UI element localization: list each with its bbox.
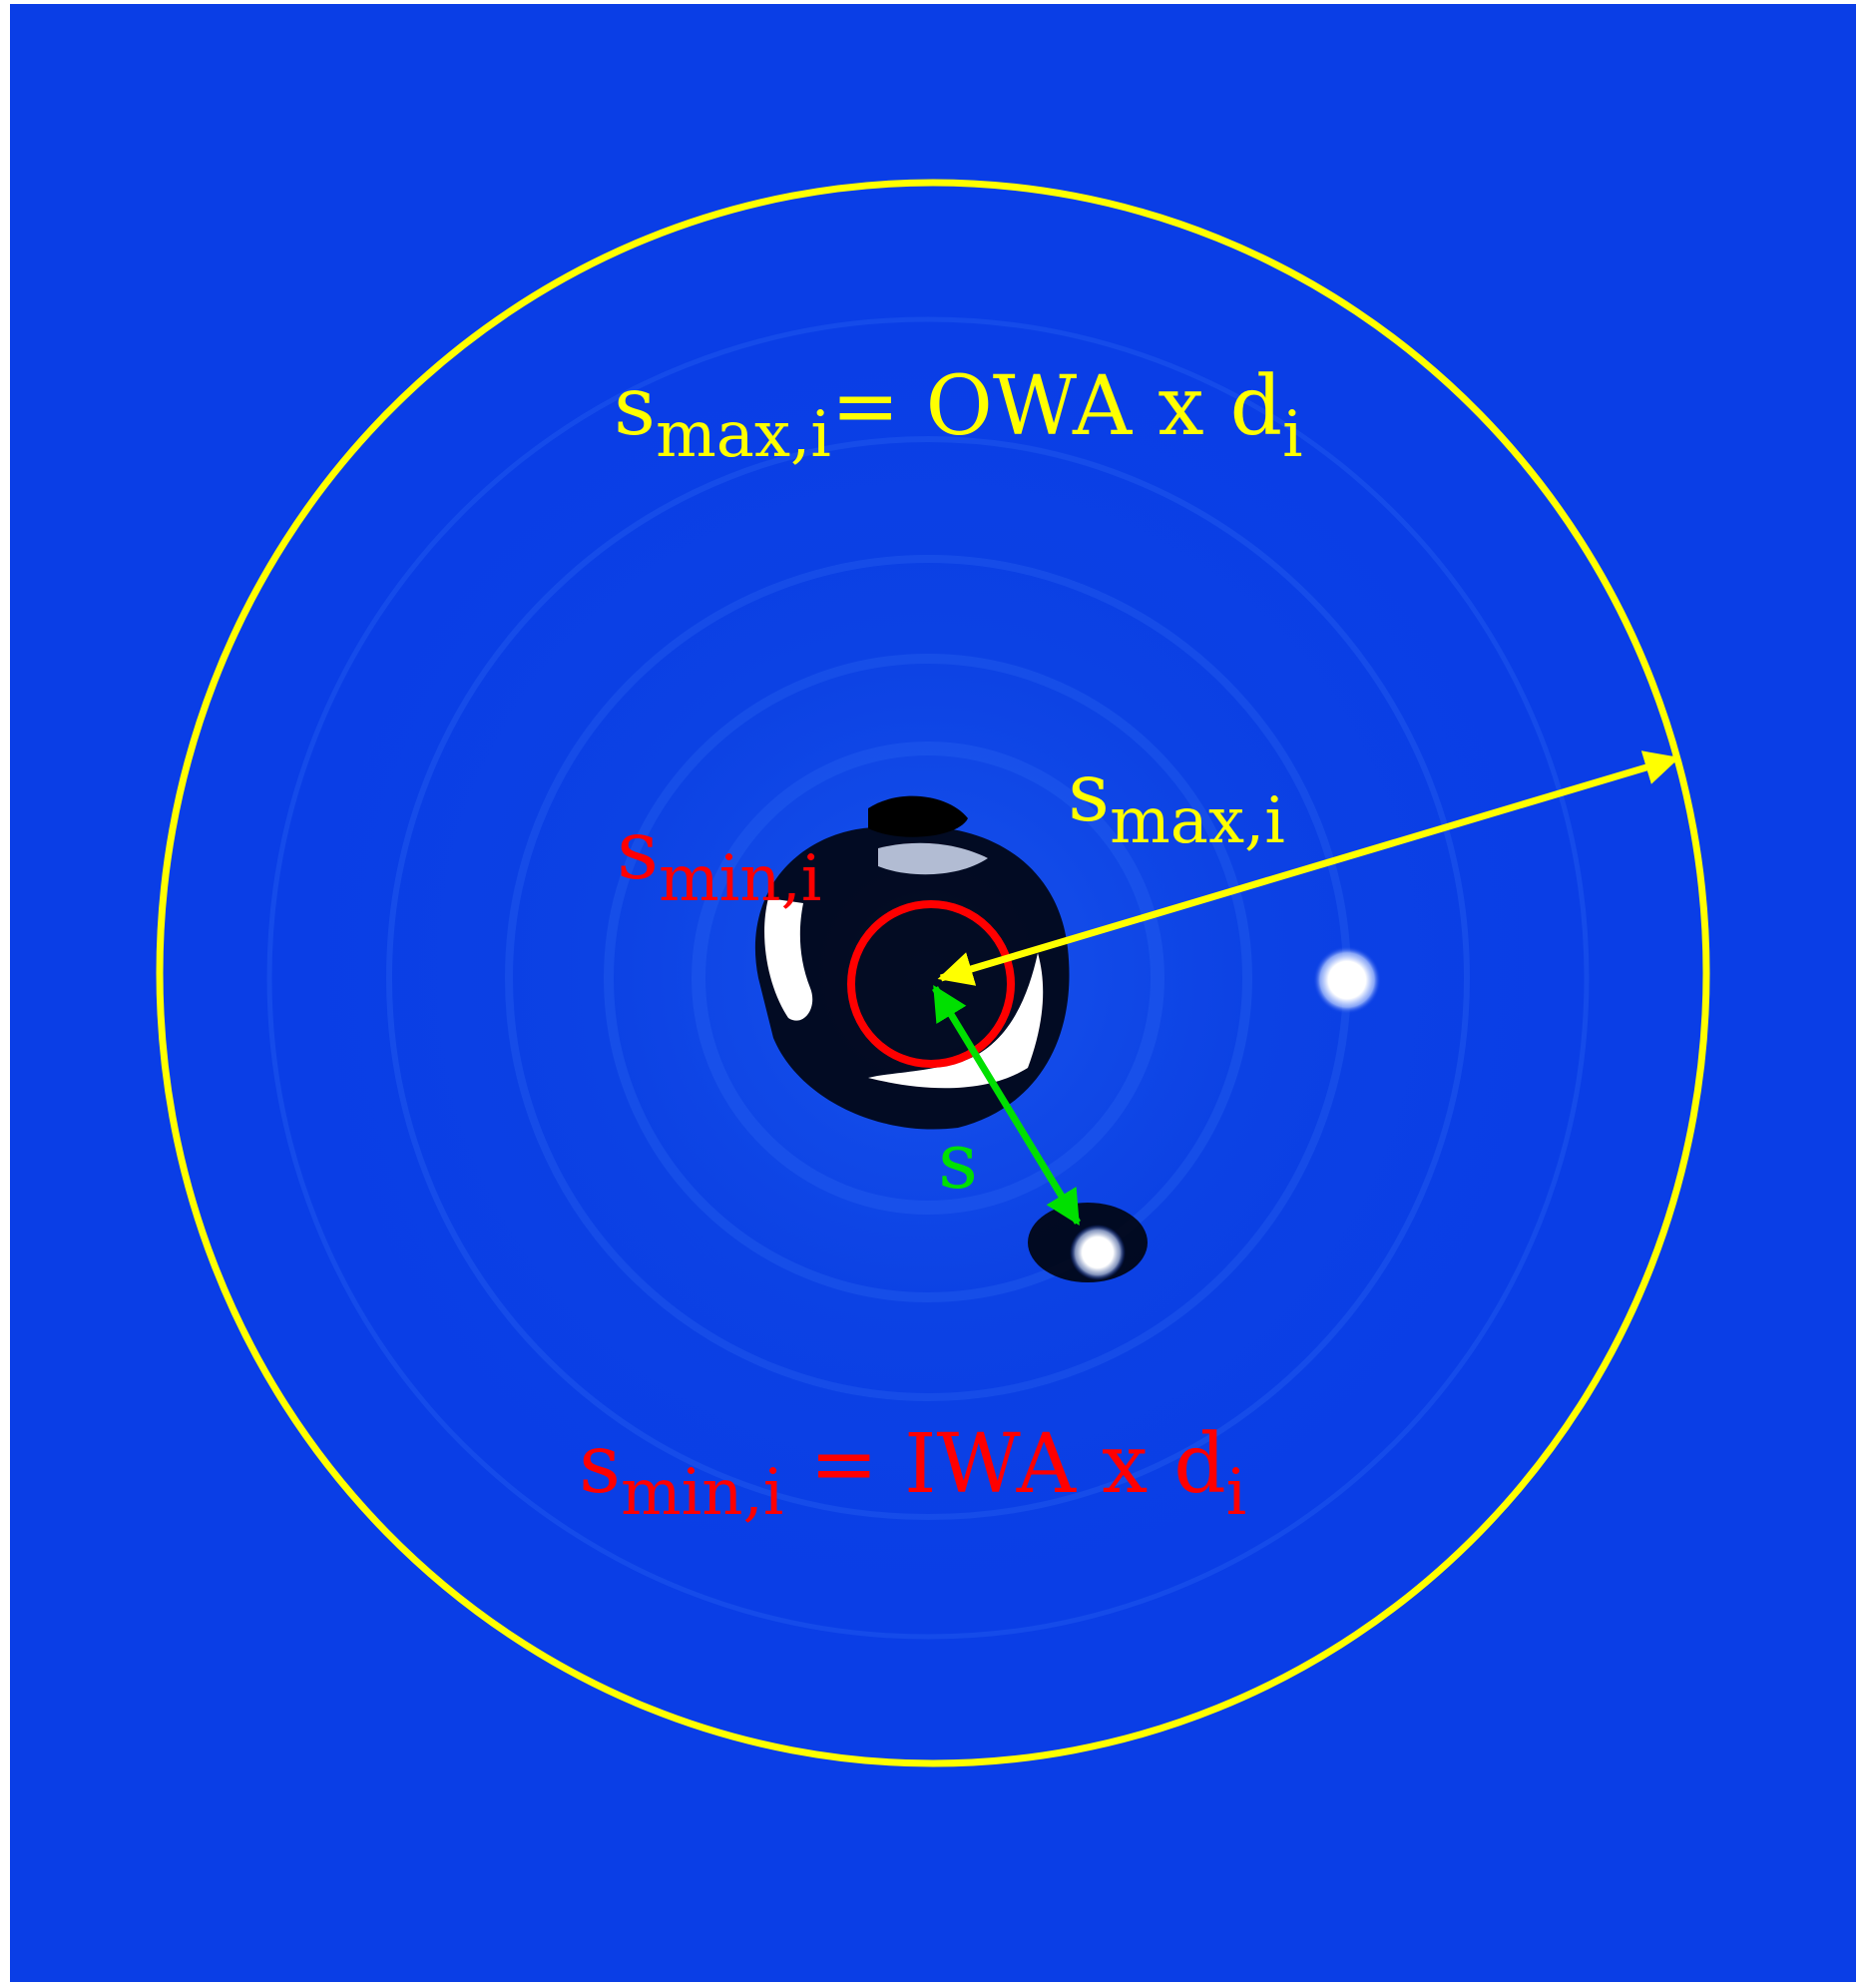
- owa-rest-sub: i: [1282, 398, 1302, 472]
- smax-arrow: [937, 750, 1680, 986]
- smax-s: s: [1068, 746, 1110, 840]
- smin-sub: min,i: [659, 842, 821, 916]
- planet-b: [1313, 946, 1381, 1014]
- outer-working-angle-circle: [156, 179, 1710, 1767]
- smin-s: s: [617, 803, 659, 898]
- iwa-sub: min,i: [621, 1456, 783, 1530]
- separation-label: s: [938, 1117, 978, 1207]
- smax-sub: max,i: [1110, 784, 1285, 858]
- owa-rest: = OWA x d: [831, 359, 1282, 454]
- iwa-rest: = IWA x d: [783, 1417, 1226, 1512]
- iwa-s: s: [579, 1417, 621, 1512]
- iwa-formula-label: smin,i = IWA x di: [579, 1417, 1246, 1530]
- owa-s: s: [614, 359, 656, 454]
- owa-sub: max,i: [656, 398, 831, 472]
- owa-formula-label: smax,i= OWA x di: [614, 359, 1303, 472]
- smin-label: smin,i: [617, 803, 821, 916]
- iwa-rest-sub: i: [1226, 1456, 1246, 1530]
- separation-arrow: [932, 985, 1081, 1226]
- planet-c: [1070, 1225, 1126, 1280]
- smax-label: smax,i: [1068, 746, 1285, 858]
